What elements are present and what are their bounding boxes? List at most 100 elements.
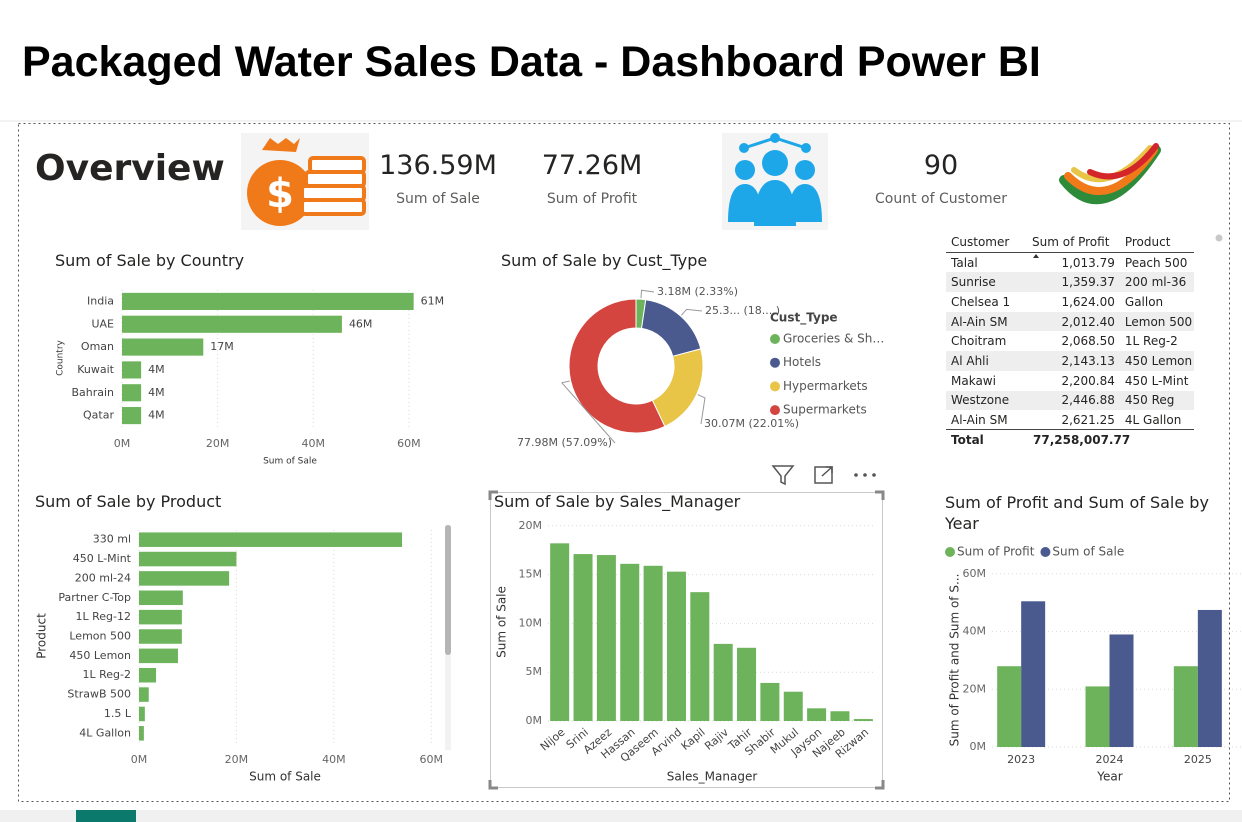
legend-label: Sum of Sale (1052, 545, 1124, 559)
table-header: Customer Sum of Profit Product (946, 232, 1194, 252)
table-row: Chelsea 1 1,624.00 Gallon (946, 292, 1194, 312)
legend-marker (770, 381, 780, 392)
total-cell: Total (951, 432, 984, 447)
donut-slice (651, 348, 704, 428)
table-cell: 200 ml-36 (1124, 275, 1187, 290)
customer-table: Customer Sum of Profit Product Talal 1,013.… (946, 232, 1194, 449)
x-tick-label: 2025 (1184, 753, 1212, 766)
bar (713, 643, 733, 721)
table-cell: Choitram (951, 334, 1007, 349)
table-cell: 1,624.00 (1061, 294, 1115, 309)
table-row: Sunrise 1,359.37 200 ml-36 (946, 272, 1194, 293)
y-tick-label: Qatar (83, 409, 114, 422)
selected-visual-frame[interactable] (490, 492, 883, 788)
legend-marker (1040, 547, 1051, 557)
legend-label: Hypermarkets (783, 379, 868, 393)
data-label: 4M (148, 409, 165, 422)
y-tick-label: 20M (519, 519, 543, 532)
table-cell: 2,621.25 (1061, 413, 1115, 428)
money-icon: $ (241, 133, 369, 230)
table-cell: 2,143.13 (1061, 353, 1115, 368)
svg-text:$: $ (266, 171, 294, 217)
scroll-thumb[interactable] (445, 525, 451, 655)
table-cell: 4L Gallon (1124, 413, 1182, 428)
table-row: Al-Ain SM 2,012.40 Lemon 500 (946, 311, 1194, 332)
resize-handles[interactable] (488, 490, 885, 790)
bar (139, 532, 403, 547)
x-tick-label: 20M (225, 753, 249, 766)
table-cell: 2,012.40 (1061, 314, 1115, 329)
legend-marker (770, 405, 780, 416)
focus-icon[interactable] (814, 466, 833, 484)
table-cell: 1,013.79 (1061, 255, 1115, 270)
donut-slice (640, 299, 702, 357)
y-tick-label: 330 ml (93, 533, 131, 546)
table-cell: Gallon (1124, 294, 1164, 309)
bar (853, 719, 873, 721)
leader-line (640, 289, 655, 299)
y-tick-label: 450 L-Mint (73, 552, 132, 565)
x-tick-label: 40M (322, 753, 346, 766)
y-tick-label: Kuwait (77, 363, 114, 376)
column-header: Sum of Profit (1032, 234, 1110, 249)
bar (139, 609, 182, 625)
bar (122, 338, 204, 356)
bar (760, 682, 780, 721)
scroll-dot[interactable] (1215, 234, 1223, 242)
y-tick-label: Partner C-Top (58, 591, 131, 604)
status-bar (0, 810, 1242, 822)
y-axis-label: Product (35, 613, 49, 659)
data-label: 3.18M (2.33%) (657, 285, 738, 298)
data-label: 4M (148, 363, 165, 376)
data-label: 25.3... (18....) (705, 304, 780, 317)
bar (139, 667, 157, 683)
leader-line (560, 380, 616, 444)
x-tick-label: Nijoe (538, 725, 568, 753)
visual-toolbar[interactable] (771, 465, 876, 486)
bar (807, 708, 827, 721)
y-tick-label: 1L Reg-2 (83, 668, 132, 681)
y-tick-label: 10M (519, 616, 543, 629)
bar (573, 554, 593, 721)
more-icon[interactable] (854, 473, 876, 477)
x-axis-label: Sales_Manager (667, 770, 758, 784)
focus-arrow (821, 466, 833, 477)
kpi-label: Sum of Profit (546, 191, 638, 207)
table-cell: Westzone (951, 393, 1010, 408)
table-row: Talal 1,013.79 Peach 500 (946, 253, 1194, 273)
data-label: 4M (148, 386, 165, 399)
page-title: Packaged Water Sales Data - Dashboard Po… (22, 38, 1041, 86)
chart-title: Sum of Sale by Product (35, 492, 222, 511)
table-cell: 1L Reg-2 (1124, 334, 1178, 349)
table-cell: 1,359.37 (1061, 275, 1115, 290)
bar (666, 571, 686, 721)
x-tick-label: 20M (206, 437, 230, 450)
bar (596, 555, 616, 721)
filter-icon[interactable] (771, 465, 795, 486)
chart-title: Sum of Sale by Sales_Manager (494, 492, 741, 511)
kpi-value: 90 (923, 150, 959, 181)
table-cell: Peach 500 (1124, 255, 1188, 270)
y-tick-label: 200 ml-24 (75, 571, 131, 584)
table-cell: 2,446.88 (1061, 393, 1115, 408)
legend-label: Supermarkets (783, 403, 867, 417)
y-tick-label: 0M (526, 714, 543, 727)
x-axis-label: Sum of Sale (249, 770, 321, 784)
legend-marker (945, 547, 955, 557)
bar (643, 565, 663, 721)
legend-marker (770, 334, 780, 344)
x-tick-label: 60M (397, 437, 421, 450)
legend-title: Cust_Type (770, 311, 838, 326)
bar (1021, 601, 1046, 747)
kpi-value: 77.26M (541, 150, 643, 181)
y-tick-label: 40M (963, 625, 987, 638)
report-frame (18, 123, 1230, 802)
data-label: 30.07M (22.01%) (704, 417, 799, 430)
data-label: 77.98M (57.09%) (517, 436, 612, 449)
y-tick-label: Oman (81, 340, 114, 353)
bar (1085, 686, 1110, 747)
x-tick-label: 2023 (1007, 753, 1035, 766)
leader-line (697, 394, 706, 425)
bar (690, 592, 710, 721)
